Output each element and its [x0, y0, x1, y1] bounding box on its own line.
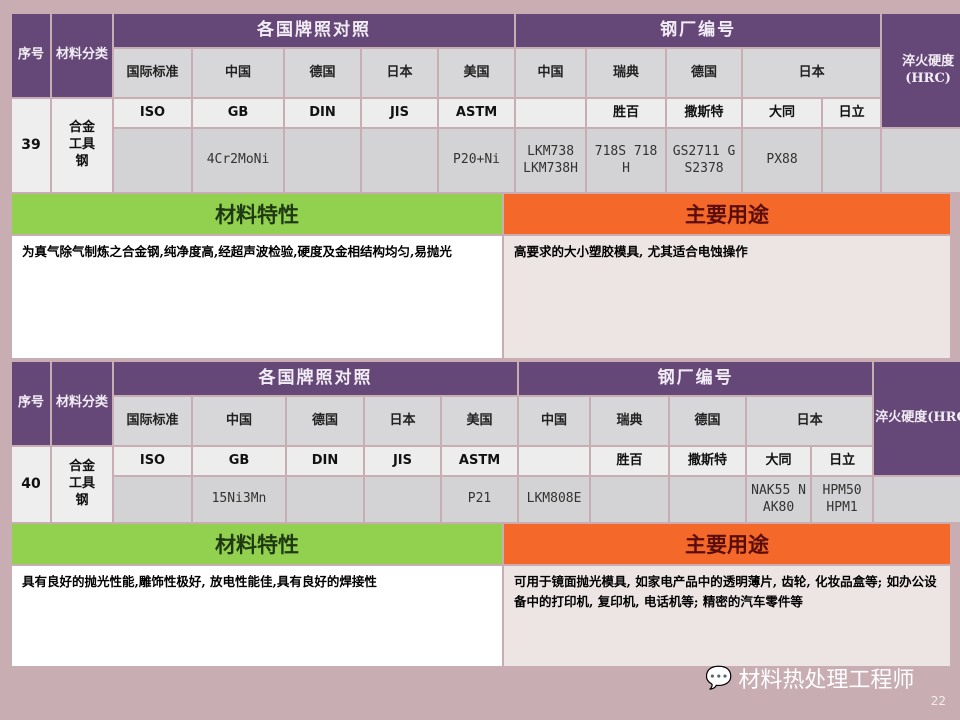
mill-label — [519, 447, 590, 475]
properties-text: 为真气除气制炼之合金钢,纯净度高,经超声波检验,硬度及金相结构均匀,易抛光 — [12, 236, 502, 358]
properties-header: 材料特性 — [12, 194, 502, 234]
mill-label: 日立 — [812, 447, 873, 475]
mill-value: NAK55 NAK80 — [747, 477, 811, 522]
section-banner: 材料特性 主要用途 — [12, 524, 950, 564]
mill-col-header: 日本 — [747, 397, 873, 445]
grade-value — [365, 477, 440, 522]
watermark: 💬 材料热处理工程师 — [705, 665, 915, 694]
grade-group-header: 各国牌照对照 — [114, 362, 518, 395]
mill-col-header: 中国 — [516, 49, 586, 97]
hardness-value — [882, 129, 960, 192]
uses-text: 高要求的大小塑胶模具, 尤其适合电蚀操作 — [504, 236, 950, 358]
mill-label: 胜百 — [591, 447, 669, 475]
standard-label: DIN — [285, 99, 360, 127]
mill-value: 718S 718H — [587, 129, 666, 192]
grade-value: 15Ni3Mn — [193, 477, 285, 522]
seq-value: 40 — [12, 447, 50, 522]
uses-header: 主要用途 — [504, 524, 950, 564]
mill-label: 撒斯特 — [667, 99, 742, 127]
mill-col-header: 德国 — [670, 397, 746, 445]
standard-label: ISO — [114, 447, 191, 475]
standard-label: JIS — [365, 447, 440, 475]
mill-group-header: 钢厂编号 — [519, 362, 873, 395]
grade-value: 4Cr2MoNi — [193, 129, 283, 192]
grade-value — [114, 129, 191, 192]
properties-text: 具有良好的抛光性能,雕饰性极好, 放电性能佳,具有良好的焊接性 — [12, 566, 502, 666]
mill-col-header: 中国 — [519, 397, 590, 445]
mill-value: HPM50 HPM1 — [812, 477, 873, 522]
steel-entry-39: 序号 材料分类 各国牌照对照 钢厂编号 淬火硬度(HRC) 国际标准 中国 德国 日本… — [12, 14, 960, 358]
category-header: 材料分类 — [52, 14, 112, 97]
grade-col-header: 国际标准 — [114, 397, 191, 445]
mill-value — [670, 477, 746, 522]
mill-label: 大同 — [743, 99, 822, 127]
hardness-header: 淬火硬度(HRC) — [882, 14, 960, 127]
mill-col-header: 瑞典 — [591, 397, 669, 445]
grade-value — [287, 477, 363, 522]
grade-col-header: 中国 — [193, 49, 283, 97]
hardness-value — [874, 477, 960, 522]
standard-label: ISO — [114, 99, 191, 127]
seq-header: 序号 — [12, 362, 50, 445]
grade-value — [114, 477, 191, 522]
grade-col-header: 日本 — [365, 397, 440, 445]
grade-col-header: 德国 — [287, 397, 363, 445]
grade-col-header: 美国 — [439, 49, 515, 97]
standard-label: ASTM — [439, 99, 515, 127]
hardness-header: 淬火硬度(HRC) — [874, 362, 960, 475]
mill-label — [516, 99, 586, 127]
grade-table: 序号 材料分类 各国牌照对照 钢厂编号 淬火硬度(HRC) 国际标准中国德国日本… — [10, 12, 960, 194]
mill-label: 撒斯特 — [670, 447, 746, 475]
standard-label: ASTM — [442, 447, 518, 475]
mill-label: 日立 — [823, 99, 881, 127]
steel-entry-40: 序号 材料分类 各国牌照对照 钢厂编号 淬火硬度(HRC) 国际标准中国德国日本… — [12, 362, 960, 666]
grade-group-header: 各国牌照对照 — [114, 14, 515, 47]
standard-label: GB — [193, 99, 283, 127]
grade-value: P21 — [442, 477, 518, 522]
mill-value — [591, 477, 669, 522]
mill-label: 胜百 — [587, 99, 666, 127]
grade-col-header: 日本 — [362, 49, 437, 97]
standard-label: JIS — [362, 99, 437, 127]
seq-header: 序号 — [12, 14, 50, 97]
grade-value — [362, 129, 437, 192]
mill-value: GS2711 GS2378 — [667, 129, 742, 192]
grade-col-header: 国际标准 — [114, 49, 191, 97]
mill-col-header: 瑞典 — [587, 49, 666, 97]
wechat-icon: 💬 — [705, 665, 733, 691]
standard-label: DIN — [287, 447, 363, 475]
mill-label: 大同 — [747, 447, 811, 475]
standard-label: GB — [193, 447, 285, 475]
grade-value — [285, 129, 360, 192]
grade-col-header: 德国 — [285, 49, 360, 97]
uses-text: 可用于镜面抛光模具, 如家电产品中的透明薄片, 齿轮, 化妆品盒等; 如办公设备… — [504, 566, 950, 666]
mill-group-header: 钢厂编号 — [516, 14, 881, 47]
mill-col-header: 德国 — [667, 49, 742, 97]
category-header: 材料分类 — [52, 362, 112, 445]
page-number: 22 — [930, 694, 946, 708]
grade-value: P20+Ni — [439, 129, 515, 192]
grade-table: 序号 材料分类 各国牌照对照 钢厂编号 淬火硬度(HRC) 国际标准中国德国日本… — [10, 360, 960, 524]
category-value: 合金工具钢 — [52, 99, 112, 192]
mill-value: LKM738 LKM738H — [516, 129, 586, 192]
grade-col-header: 美国 — [442, 397, 518, 445]
properties-header: 材料特性 — [12, 524, 502, 564]
grade-col-header: 中国 — [193, 397, 285, 445]
uses-header: 主要用途 — [504, 194, 950, 234]
mill-col-header: 日本 — [743, 49, 881, 97]
section-banner: 材料特性 主要用途 — [12, 194, 950, 234]
mill-value: PX88 — [743, 129, 822, 192]
mill-value: LKM808E — [519, 477, 590, 522]
mill-value — [823, 129, 881, 192]
category-value: 合金工具钢 — [52, 447, 112, 522]
seq-value: 39 — [12, 99, 50, 192]
